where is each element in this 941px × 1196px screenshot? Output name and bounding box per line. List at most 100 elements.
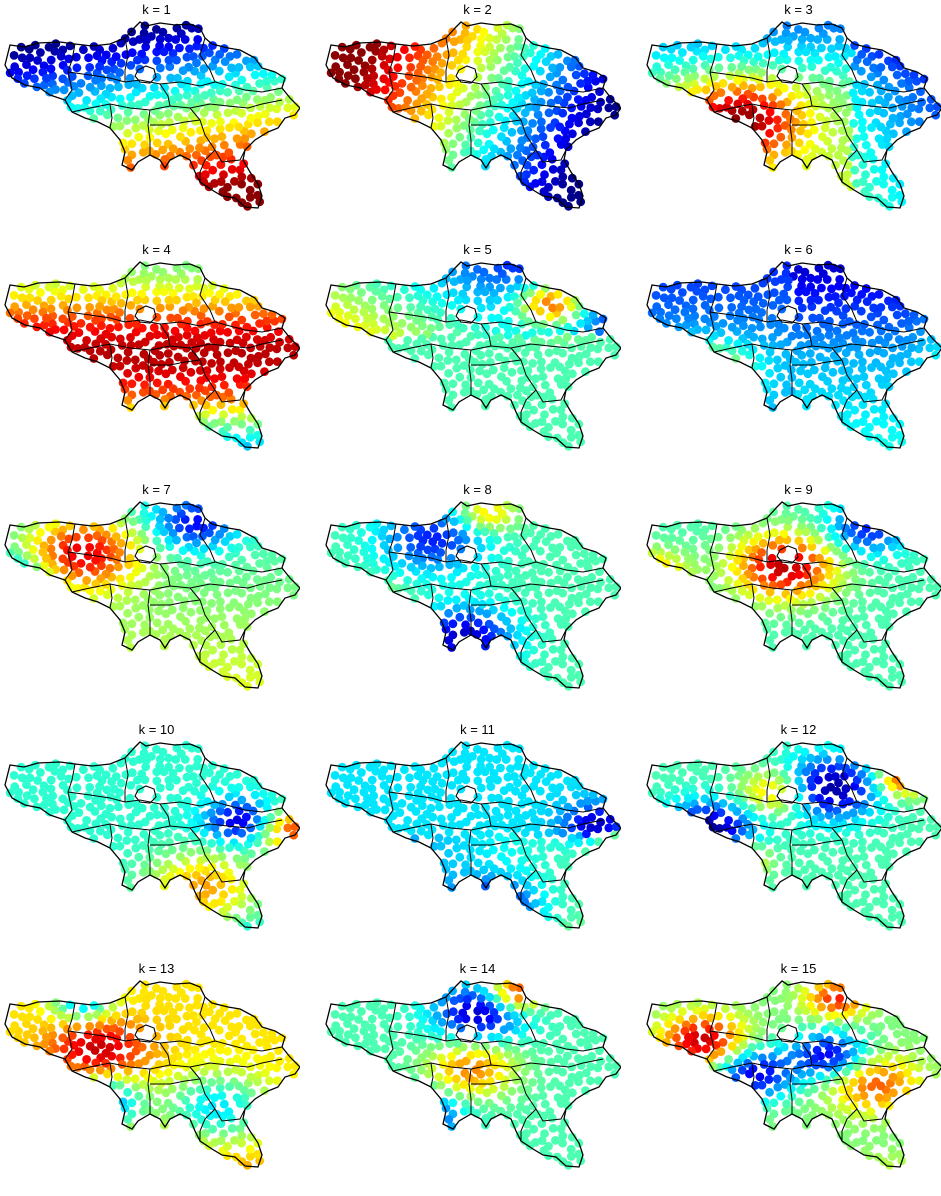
station-point (245, 905, 255, 915)
station-point (904, 563, 914, 572)
station-point (367, 535, 377, 545)
station-point (74, 328, 84, 337)
station-point (443, 596, 453, 605)
station-point (454, 295, 463, 305)
station-point (33, 536, 42, 545)
station-point (768, 301, 778, 310)
station-point (182, 532, 192, 542)
station-point (743, 99, 753, 109)
station-point (926, 334, 936, 344)
station-point (544, 588, 554, 598)
station-point (867, 123, 876, 132)
station-point (149, 803, 159, 812)
station-point (234, 303, 244, 312)
station-point (794, 330, 804, 340)
station-point (758, 538, 768, 548)
station-point (66, 582, 76, 592)
station-point (776, 132, 786, 142)
station-point (594, 357, 603, 366)
station-point (140, 860, 150, 870)
station-point (659, 53, 669, 63)
station-point (447, 1052, 456, 1061)
station-point (101, 1058, 111, 1068)
station-point (533, 1069, 543, 1079)
station-point (709, 552, 719, 561)
station-point (675, 776, 684, 785)
station-point (393, 303, 403, 313)
station-point (45, 807, 54, 817)
station-point (418, 801, 427, 811)
station-point (872, 417, 881, 426)
station-point (827, 384, 837, 393)
station-point (513, 298, 522, 308)
station-point (866, 628, 876, 637)
station-point (175, 1106, 185, 1116)
station-point (487, 793, 497, 803)
station-point (573, 95, 583, 104)
station-point (531, 899, 540, 908)
station-point (724, 576, 733, 585)
station-point (412, 315, 421, 325)
station-point (434, 833, 444, 843)
station-point (354, 56, 363, 65)
station-point (215, 604, 225, 614)
station-point (152, 1015, 162, 1025)
station-point (234, 842, 244, 852)
station-point (820, 306, 830, 315)
belgium-map (325, 979, 621, 1170)
station-point (128, 277, 138, 286)
station-point (670, 65, 680, 75)
station-point (806, 753, 816, 763)
station-point (231, 673, 241, 683)
station-point (545, 628, 555, 637)
station-point (406, 543, 416, 552)
station-point (45, 567, 54, 577)
station-point (651, 531, 661, 540)
station-point (416, 346, 426, 356)
station-point (499, 546, 509, 555)
station-point (744, 545, 754, 555)
station-point (449, 277, 459, 286)
station-point (814, 295, 823, 305)
station-point (785, 594, 795, 604)
station-point (155, 514, 165, 524)
station-point (164, 55, 174, 65)
station-point (66, 102, 76, 112)
station-point (30, 1033, 39, 1043)
station-point (167, 845, 177, 855)
station-point (471, 586, 481, 596)
station-point (786, 125, 796, 135)
station-point (596, 817, 605, 827)
province-border (199, 389, 216, 422)
station-point (24, 1003, 34, 1013)
station-point (192, 778, 201, 788)
station-point (128, 757, 138, 766)
station-point (493, 535, 502, 545)
station-point (769, 768, 779, 778)
station-point (585, 597, 595, 607)
province-border (801, 803, 813, 827)
province-border (71, 579, 283, 593)
station-point (463, 516, 472, 525)
station-point (461, 860, 470, 870)
station-point (215, 1083, 225, 1093)
station-point (160, 155, 170, 164)
station-point (115, 361, 125, 371)
station-point (481, 330, 491, 340)
station-point (443, 836, 453, 845)
station-point (593, 824, 603, 834)
station-point (56, 1010, 66, 1020)
station-point (133, 1014, 142, 1024)
station-point (892, 70, 902, 80)
belgium-map (646, 260, 941, 451)
station-point (130, 115, 140, 125)
station-point (791, 563, 801, 572)
station-point (89, 762, 99, 771)
station-point (334, 554, 344, 563)
province-border (109, 1062, 113, 1088)
station-point (243, 441, 252, 451)
station-point (82, 336, 91, 345)
station-point (866, 792, 876, 802)
station-point (137, 769, 147, 779)
station-point (255, 79, 264, 88)
